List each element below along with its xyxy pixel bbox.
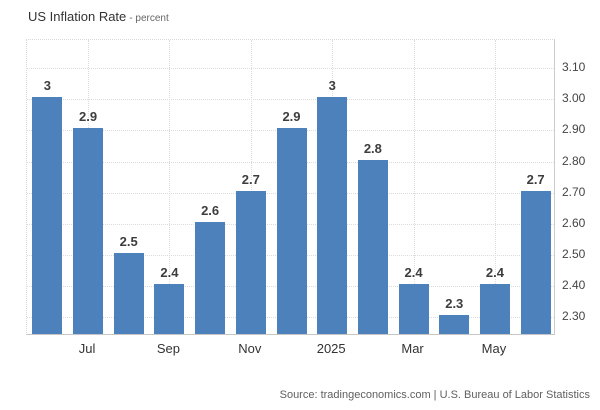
y-axis-tick-label: 3.00 xyxy=(562,91,586,106)
inflation-bar[interactable] xyxy=(439,315,470,334)
bar-value-label: 3 xyxy=(43,78,51,94)
y-axis-tick-label: 2.90 xyxy=(562,122,586,137)
inflation-bar[interactable] xyxy=(235,190,266,334)
inflation-bar[interactable] xyxy=(276,128,307,334)
inflation-bar[interactable] xyxy=(520,190,551,334)
x-axis-tick-label: Sep xyxy=(156,341,180,356)
vertical-gridline xyxy=(169,40,171,334)
bar-value-label: 2.3 xyxy=(445,296,464,312)
chart-title-main: US Inflation Rate xyxy=(28,9,127,24)
y-axis-tick-label: 2.40 xyxy=(562,278,586,293)
bar-value-label: 2.4 xyxy=(485,265,504,281)
bar-value-label: 2.6 xyxy=(201,202,220,218)
x-axis-tick-label: Jul xyxy=(78,341,96,356)
inflation-bar[interactable] xyxy=(73,128,104,334)
inflation-bar[interactable] xyxy=(479,284,510,334)
y-axis-tick-label: 2.60 xyxy=(562,215,586,230)
bar-value-label: 2.4 xyxy=(160,265,179,281)
horizontal-gridline xyxy=(27,99,554,101)
x-axis-tick-label: Nov xyxy=(238,341,262,356)
inflation-bar[interactable] xyxy=(154,284,185,334)
inflation-bar[interactable] xyxy=(32,97,63,334)
chart-title: US Inflation Rate - percent xyxy=(28,9,169,24)
horizontal-gridline xyxy=(27,68,554,70)
bar-value-label: 3 xyxy=(328,78,336,94)
bar-value-label: 2.7 xyxy=(241,171,260,187)
bar-value-label: 2.9 xyxy=(78,109,98,125)
y-axis-tick-label: 3.10 xyxy=(562,60,586,75)
plot-area: 3 2.9 2.5 2.4 2.6 2.7 2.9 3 2.8 2.4 2.3 2.4 2.7 xyxy=(26,39,555,335)
vertical-gridline xyxy=(413,40,415,334)
inflation-bar[interactable] xyxy=(317,97,348,334)
y-axis-tick-label: 2.30 xyxy=(562,309,586,324)
x-axis-tick-label: 2025 xyxy=(316,341,346,356)
vertical-gridline xyxy=(250,40,252,334)
y-axis-tick-label: 2.80 xyxy=(562,153,586,168)
bar-value-label: 2.4 xyxy=(404,265,423,281)
source-attribution: Source: tradingeconomics.com | U.S. Bure… xyxy=(279,389,590,401)
y-axis-tick-label: 2.70 xyxy=(562,184,586,199)
bar-value-label: 2.8 xyxy=(363,140,382,156)
inflation-bar[interactable] xyxy=(398,284,429,334)
y-axis-tick-label: 2.50 xyxy=(562,246,586,261)
bar-value-label: 2.9 xyxy=(282,109,301,125)
inflation-bar[interactable] xyxy=(113,253,144,334)
chart-title-suffix: - percent xyxy=(129,13,169,24)
bar-value-label: 2.5 xyxy=(119,233,138,249)
inflation-bar[interactable] xyxy=(357,159,388,334)
x-axis-tick-label: May xyxy=(481,341,507,356)
vertical-gridline xyxy=(494,40,496,334)
inflation-bar[interactable] xyxy=(195,221,226,334)
bar-value-label: 2.7 xyxy=(526,171,545,187)
x-axis-tick-label: Mar xyxy=(401,341,424,356)
